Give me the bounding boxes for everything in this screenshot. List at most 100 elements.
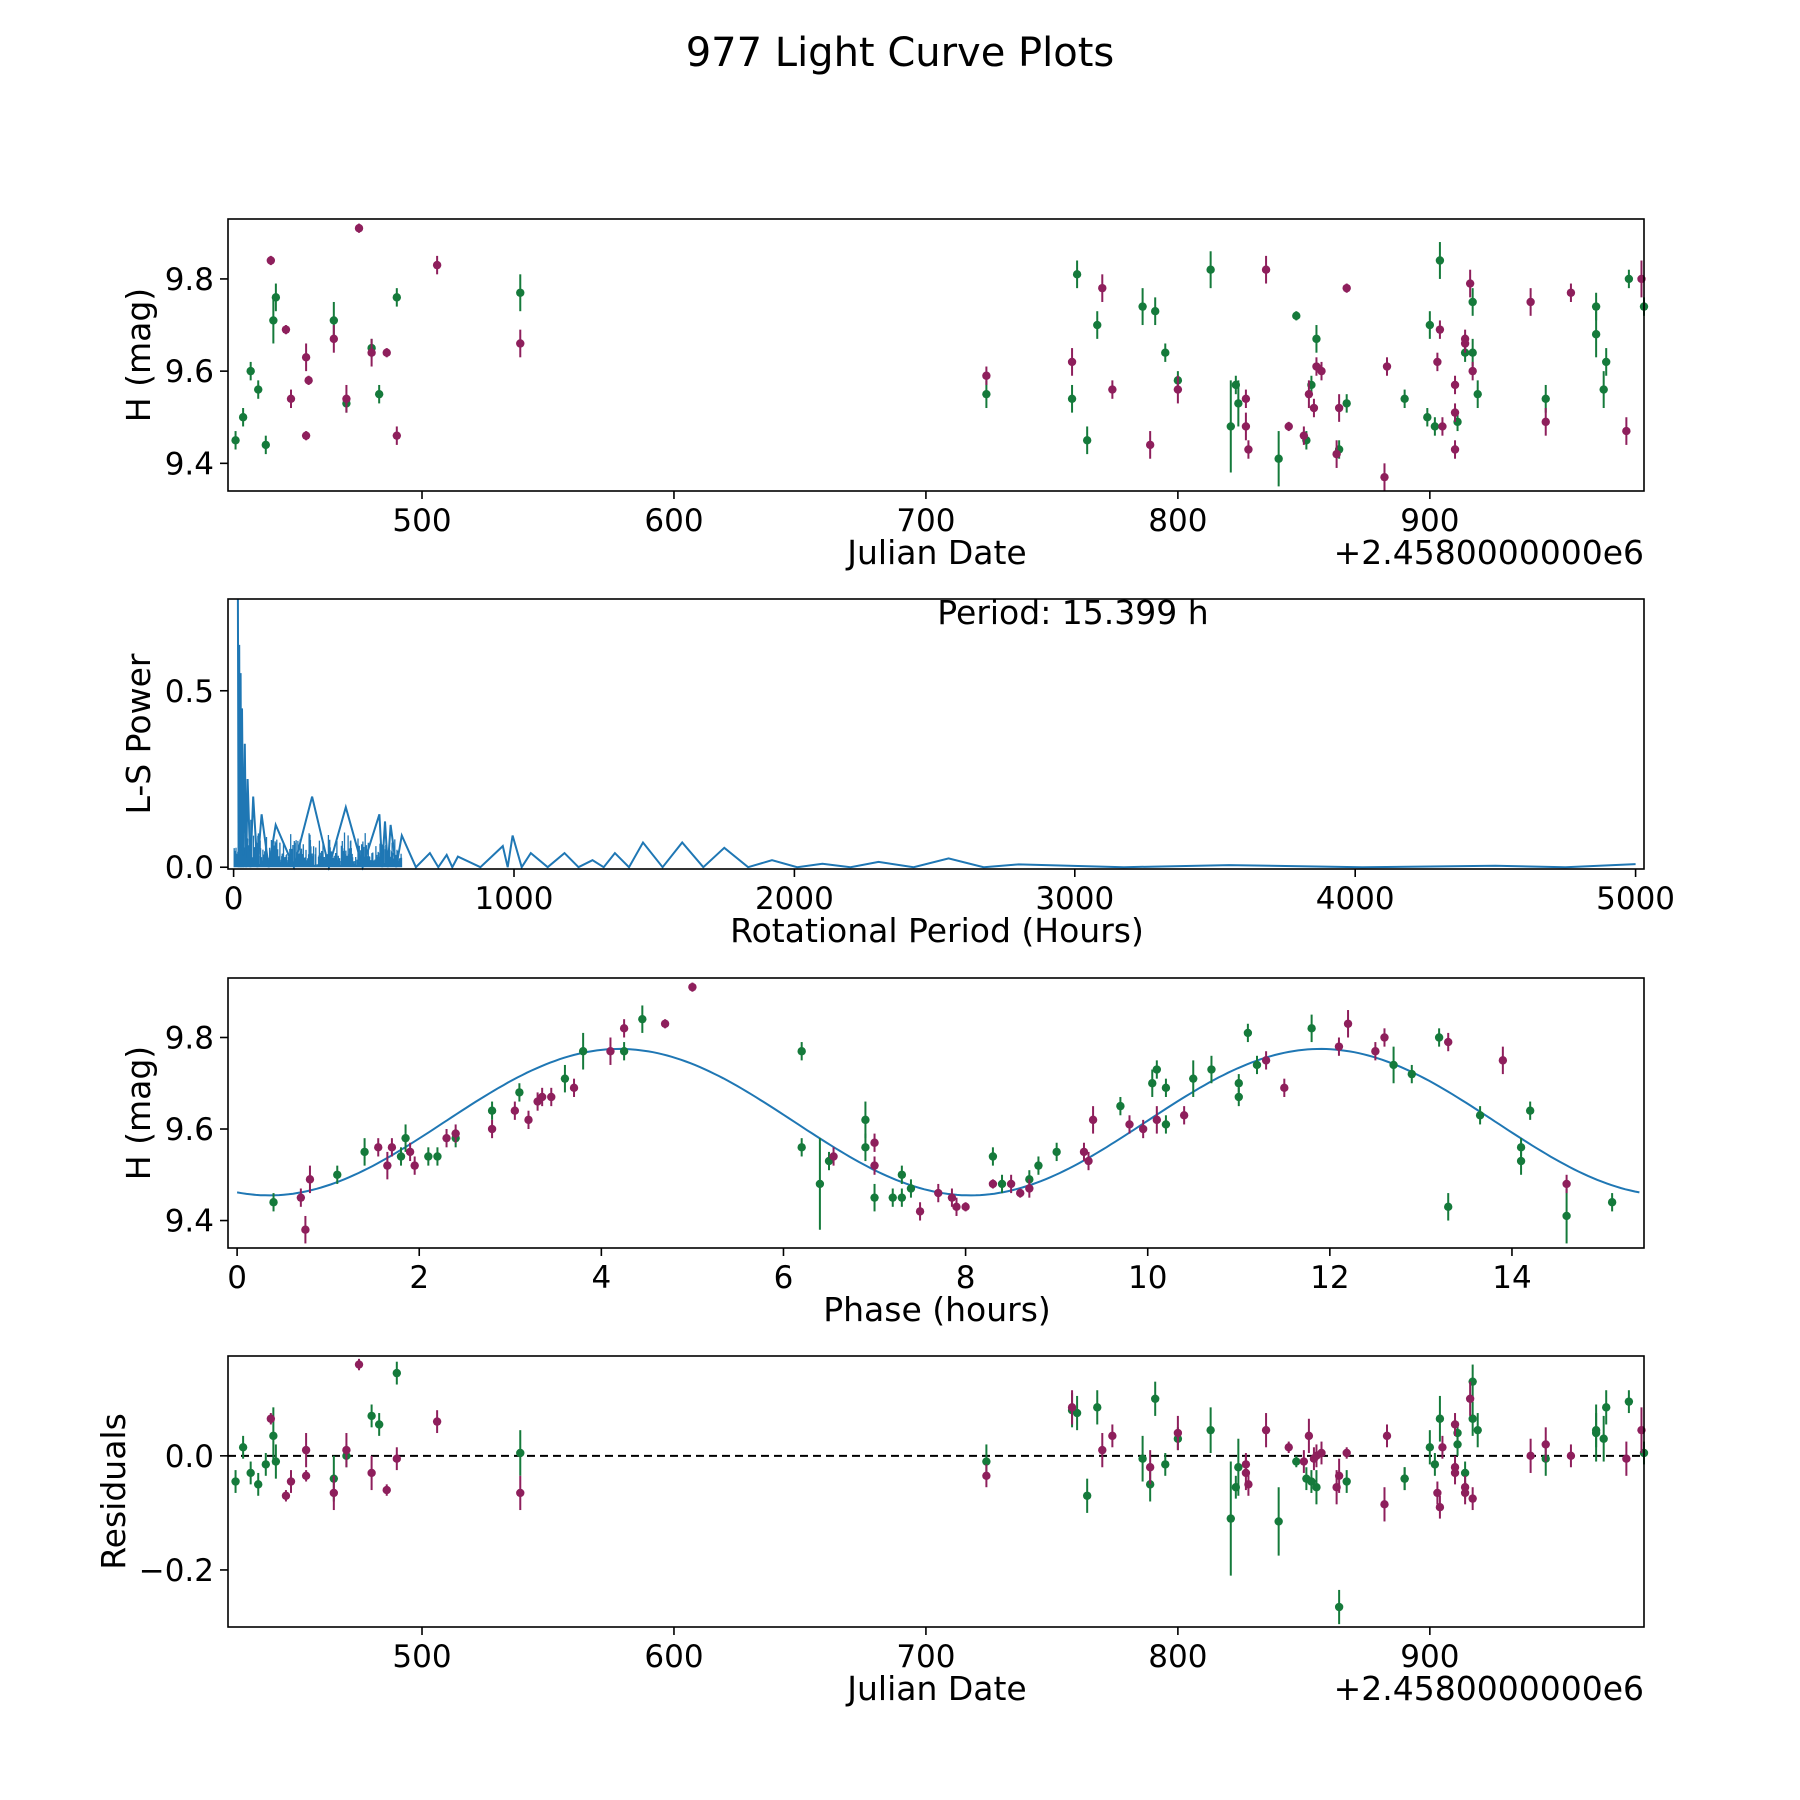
green-point <box>1252 1060 1262 1070</box>
x-tick-label: 700 <box>896 503 955 539</box>
purple-point <box>915 1207 925 1216</box>
purple-point <box>982 1471 991 1481</box>
x-tick-label: 12 <box>1310 1260 1349 1296</box>
green-point <box>906 1184 916 1193</box>
purple-point <box>354 224 364 233</box>
green-point <box>1430 1460 1440 1469</box>
green-point <box>1342 1477 1351 1486</box>
green-point <box>1468 1414 1477 1423</box>
purple-point <box>1343 1019 1353 1028</box>
green-point <box>1234 399 1243 408</box>
purple-point <box>1067 1403 1077 1412</box>
green-point <box>619 1047 629 1056</box>
green-point <box>1034 1161 1043 1170</box>
green-point <box>1435 1414 1445 1423</box>
purple-point <box>1450 380 1460 390</box>
purple-point <box>1079 1147 1089 1157</box>
purple-point <box>442 1133 451 1143</box>
purple-point <box>1098 283 1107 293</box>
purple-point <box>1622 426 1631 436</box>
green-point <box>1207 1065 1216 1074</box>
green-point <box>424 1152 433 1161</box>
purple-point <box>1244 1480 1253 1489</box>
green-point <box>516 1448 525 1458</box>
purple-point <box>1380 1500 1389 1509</box>
green-point <box>516 288 525 297</box>
purple-point <box>988 1179 998 1189</box>
purple-point <box>374 1143 383 1152</box>
y-tick-label: 0.0 <box>165 850 214 886</box>
residuals-panel: 500 600 700 800 900 −0.2 0.0 Julian Date Residua… <box>94 1355 1649 1708</box>
purple-point <box>1566 288 1576 297</box>
purple-point <box>1334 1042 1344 1051</box>
purple-point <box>516 339 525 348</box>
purple-point <box>1562 1179 1571 1189</box>
green-point <box>1138 1454 1147 1463</box>
green-point <box>861 1115 870 1125</box>
purple-point <box>606 1047 615 1056</box>
purple-point <box>1084 1156 1093 1166</box>
y-axis-label: H (mag) <box>119 288 158 422</box>
green-point <box>1072 270 1082 279</box>
green-point <box>269 1198 278 1207</box>
purple-point <box>934 1188 943 1198</box>
purple-point <box>382 348 391 357</box>
green-point <box>1067 394 1077 403</box>
purple-point <box>516 1488 525 1498</box>
purple-point <box>342 1445 351 1455</box>
green-point <box>997 1179 1007 1189</box>
green-point <box>1072 1408 1082 1418</box>
green-point <box>1138 302 1147 311</box>
green-point <box>1292 1457 1301 1466</box>
purple-point <box>1541 417 1550 427</box>
green-point <box>1093 1403 1102 1412</box>
purple-point <box>1382 1431 1392 1441</box>
phased-panel: 0 2 4 6 8 10 12 14 9.4 9.6 9.8 Phase (hours) H (mag) <box>119 977 1645 1329</box>
purple-point <box>296 1193 306 1202</box>
purple-point <box>1566 1451 1576 1461</box>
green-point <box>238 413 248 422</box>
purple-point <box>1622 1454 1631 1463</box>
green-point <box>815 1179 825 1189</box>
purple-point <box>301 1471 311 1481</box>
purple-point <box>1465 279 1475 288</box>
green-point <box>1243 1028 1253 1038</box>
green-point <box>1234 1079 1243 1088</box>
purple-point <box>1468 366 1477 376</box>
purple-point <box>281 1491 291 1500</box>
purple-point <box>367 1468 376 1478</box>
x-tick-label: 10 <box>1128 1260 1167 1296</box>
green-point <box>1206 1425 1215 1435</box>
purple-point <box>1444 1037 1453 1047</box>
green-point <box>1425 320 1435 330</box>
purple-point <box>1460 1488 1470 1498</box>
purple-point <box>266 1414 276 1423</box>
green-point <box>638 1014 647 1024</box>
green-point <box>888 1193 897 1202</box>
purple-point <box>387 1143 397 1152</box>
purple-point <box>1241 394 1251 403</box>
purple-point <box>870 1161 879 1170</box>
purple-point <box>1465 1394 1475 1403</box>
green-point <box>1389 1060 1398 1070</box>
purple-point <box>1498 1056 1508 1065</box>
purple-point <box>1241 422 1251 431</box>
green-point <box>1624 1397 1634 1406</box>
purple-point <box>1173 1428 1183 1438</box>
x-tick-label: 700 <box>896 1639 955 1675</box>
y-tick-label: 0.0 <box>165 1439 214 1475</box>
purple-point <box>1244 445 1253 454</box>
green-point <box>271 293 281 302</box>
purple-point <box>1261 265 1271 274</box>
purple-point <box>1108 1431 1117 1441</box>
purple-point <box>266 256 276 265</box>
green-point <box>1473 389 1482 399</box>
purple-point <box>281 325 291 334</box>
purple-point <box>405 1147 415 1157</box>
purple-point <box>1541 1440 1550 1449</box>
purple-point <box>1006 1179 1016 1189</box>
purple-point <box>1435 1502 1445 1512</box>
purple-point <box>382 1485 391 1495</box>
x-tick-label: 2000 <box>755 881 834 917</box>
